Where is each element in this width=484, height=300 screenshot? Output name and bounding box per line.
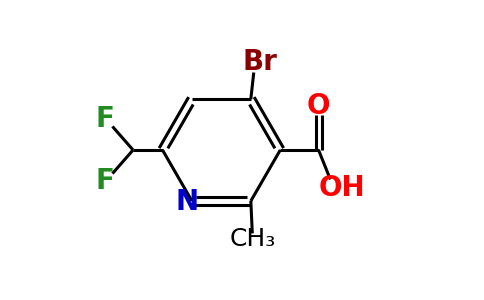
Text: N: N — [175, 188, 198, 217]
Text: F: F — [96, 105, 115, 133]
Text: OH: OH — [319, 174, 365, 202]
Text: CH₃: CH₃ — [229, 227, 275, 251]
Text: Br: Br — [242, 48, 277, 76]
Text: F: F — [96, 167, 115, 195]
Text: O: O — [307, 92, 330, 120]
